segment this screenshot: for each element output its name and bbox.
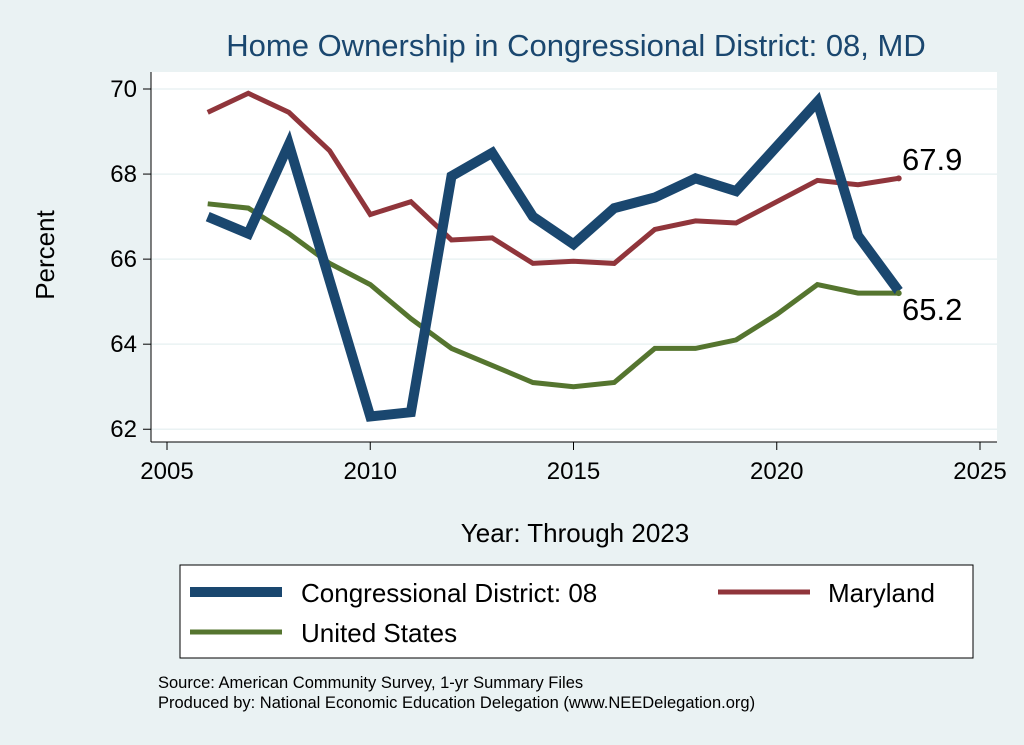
x-tick-label: 2025	[953, 458, 1006, 485]
legend-box	[179, 564, 974, 659]
end-label-maryland: 67.9	[902, 142, 962, 177]
y-axis-ticks: 62 64 66 68 70	[110, 76, 151, 443]
y-tick-label: 62	[110, 416, 137, 443]
y-tick-label: 66	[110, 246, 137, 273]
end-point-marker	[895, 175, 902, 182]
y-tick-label: 70	[110, 76, 137, 103]
chart-title: Home Ownership in Congressional District…	[226, 28, 925, 63]
series-line-congressional-district-08	[205, 91, 903, 422]
plot-area	[151, 72, 997, 442]
series-line-maryland	[206, 90, 900, 266]
end-point-marker	[895, 290, 902, 297]
x-tick-label: 2005	[140, 458, 193, 485]
data-series	[205, 90, 903, 422]
source-line: Source: American Community Survey, 1-yr …	[158, 674, 583, 692]
y-axis-title: Percent	[30, 209, 60, 299]
y-tick-label: 68	[110, 161, 137, 188]
legend-label-maryland: Maryland	[828, 578, 935, 608]
end-label-united-states: 65.2	[902, 292, 962, 327]
legend-label-district: Congressional District: 08	[301, 578, 597, 608]
x-tick-label: 2010	[344, 458, 397, 485]
y-tick-label: 64	[110, 331, 137, 358]
x-axis-title: Year: Through 2023	[461, 518, 689, 548]
legend-label-united-states: United States	[301, 618, 457, 648]
x-tick-label: 2020	[750, 458, 803, 485]
x-tick-label: 2015	[547, 458, 600, 485]
x-axis-ticks: 2005 2010 2015 2020 2025	[140, 442, 1007, 485]
producer-line: Produced by: National Economic Education…	[158, 694, 755, 712]
